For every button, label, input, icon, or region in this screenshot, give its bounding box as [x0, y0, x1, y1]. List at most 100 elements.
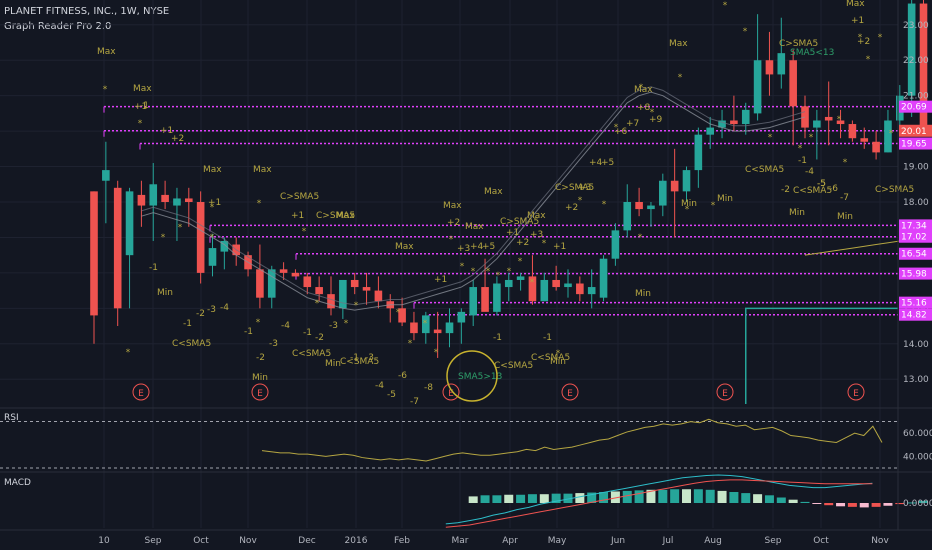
star-marker-11: *: [344, 319, 349, 329]
macd-hist-19: [693, 489, 703, 503]
level-badge-7: [899, 296, 932, 309]
candle-body-41: [576, 283, 584, 295]
sma-line-1: [141, 91, 806, 311]
annotation-11: Max: [669, 39, 688, 49]
candle-body-54: [730, 120, 738, 125]
macd-hist-2: [492, 495, 502, 503]
level-label-5: 16.54: [901, 250, 927, 260]
macd-hist-15: [646, 489, 656, 503]
candle-body-8: [185, 198, 193, 202]
star-marker-4: *: [178, 223, 183, 233]
annotation-83: -2: [781, 185, 790, 195]
price-tick-9: 14.00: [903, 340, 929, 350]
time-tick-15: Nov: [871, 536, 889, 546]
candle-body-31: [457, 311, 466, 323]
macd-hist-21: [717, 490, 727, 503]
star-marker-23: *: [518, 257, 523, 267]
candle-body-27: [410, 322, 418, 334]
macd-hist-4: [516, 494, 526, 503]
macd-hist-34: [871, 503, 881, 507]
annotation-72: -3: [329, 321, 338, 331]
annotation-68: -3: [269, 339, 278, 349]
macd-hist-10: [587, 492, 597, 503]
candle-body-5: [149, 184, 158, 206]
annotation-40: +1: [208, 198, 221, 208]
time-tick-4: Dec: [298, 536, 315, 546]
annotation-31: C<SMA5: [494, 361, 533, 371]
star-marker-41: *: [837, 115, 842, 125]
price-tick-4: 19.00: [903, 163, 929, 173]
earnings-label-0: E: [138, 389, 144, 399]
annotation-49: +1: [553, 242, 566, 252]
macd-hist-12: [610, 491, 620, 503]
star-marker-18: *: [460, 262, 465, 272]
level-badge-1: [899, 124, 932, 137]
macd-tick-0: 0.0000: [903, 499, 932, 509]
earnings-circle-1: [251, 383, 269, 401]
annotation-36: SMA5>13: [458, 372, 502, 382]
annotation-59: +2: [857, 37, 870, 47]
level-label-7: 15.16: [901, 299, 927, 309]
annotation-33: C<SMA5: [745, 165, 784, 175]
star-marker-9: *: [302, 227, 307, 237]
candle-body-2: [113, 187, 122, 309]
price-level-lines: [103, 105, 898, 404]
earnings-label-3: E: [567, 389, 573, 399]
price-tick-0: 23.00: [903, 21, 929, 31]
macd-line: [445, 474, 873, 525]
candlestick-series: [90, 0, 928, 358]
annotation-74: -3: [365, 353, 374, 363]
star-marker-6: *: [210, 233, 215, 243]
candle-body-11: [220, 240, 229, 252]
macd-hist-3: [504, 494, 514, 503]
annotation-54: +6: [614, 127, 628, 137]
candle-body-32: [469, 287, 477, 316]
level-label-3: 17.34: [901, 221, 927, 231]
rsi-tick-0: 60.0000: [903, 429, 932, 439]
candle-body-20: [327, 294, 335, 309]
annotation-51: +3: [578, 183, 591, 193]
price-tick-2: 21.00: [903, 92, 929, 102]
candle-body-53: [718, 120, 726, 128]
star-marker-26: *: [556, 349, 561, 359]
time-tick-2: Oct: [193, 536, 209, 546]
star-marker-35: *: [711, 201, 716, 211]
candle-body-63: [836, 120, 845, 125]
annotation-62: -1: [183, 319, 192, 329]
annotation-10: Max: [634, 85, 653, 95]
star-marker-45: *: [878, 33, 883, 43]
level-badge-5: [899, 247, 932, 260]
star-marker-13: *: [396, 308, 401, 318]
candle-body-42: [587, 287, 596, 295]
annotation-35: SMA5<13: [790, 48, 834, 58]
breakout-line: [745, 307, 898, 404]
annotation-45: +5: [482, 242, 495, 252]
time-tick-5: 2016: [345, 536, 368, 546]
macd-hist-5: [527, 494, 537, 503]
candle-body-51: [694, 134, 703, 171]
candle-body-3: [125, 191, 134, 256]
star-marker-39: *: [798, 144, 803, 154]
annotation-58: +1: [851, 16, 864, 26]
annotation-12: Max: [846, 0, 865, 9]
candle-body-4: [137, 194, 146, 206]
annotation-0: Max: [97, 47, 116, 57]
time-tick-1: Sep: [145, 536, 162, 546]
star-marker-7: *: [257, 199, 262, 209]
annotation-28: C<SMA5: [172, 339, 211, 349]
annotation-17: Min: [681, 199, 697, 209]
annotation-37: +1: [134, 102, 147, 112]
candle-body-7: [173, 198, 181, 206]
time-tick-6: Feb: [394, 536, 410, 546]
candle-body-33: [481, 287, 489, 312]
candle-body-36: [516, 276, 525, 280]
earnings-label-2: E: [448, 389, 454, 399]
annotation-2: Max: [203, 165, 222, 175]
earnings-circle-3: [561, 383, 579, 401]
macd-hist-24: [753, 494, 763, 503]
level-badge-3: [899, 219, 932, 232]
macd-hist-36: [895, 503, 905, 505]
annotation-1: Max: [133, 84, 152, 94]
